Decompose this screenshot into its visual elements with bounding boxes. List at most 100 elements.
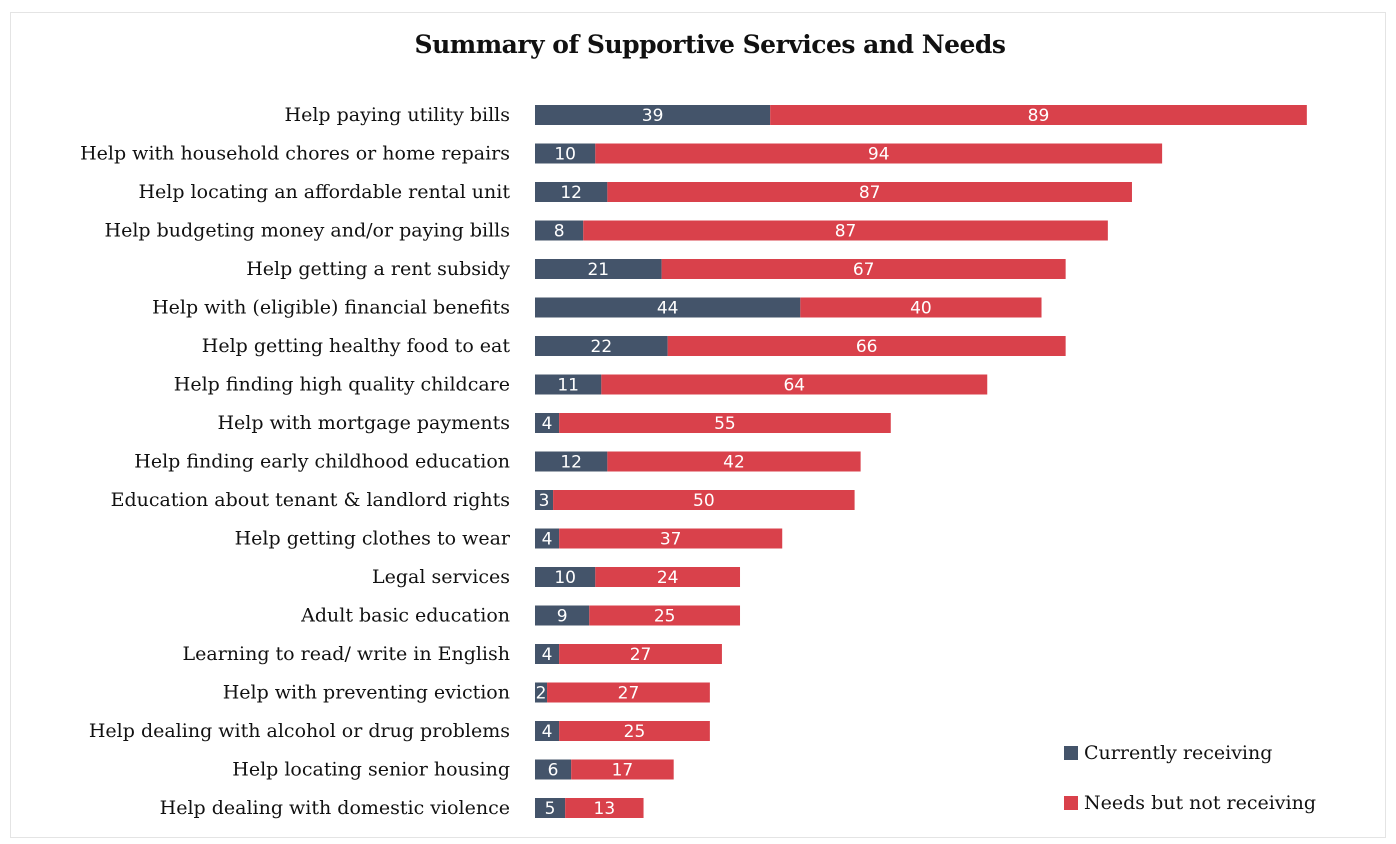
bar-currently-receiving-help-finding-high-quality-childcare bbox=[535, 374, 602, 395]
data-label-needs-but-not-receiving-help-paying-utility-bills: 89 bbox=[1028, 106, 1050, 126]
chart-frame bbox=[10, 12, 1386, 838]
data-label-currently-receiving-learning-to-read-write-in-english: 4 bbox=[542, 645, 553, 665]
data-label-needs-but-not-receiving-help-dealing-with-alcohol-or-drug-problems: 25 bbox=[624, 722, 646, 742]
data-label-currently-receiving-help-locating-senior-housing: 6 bbox=[548, 761, 559, 781]
chart-title: Summary of Supportive Services and Needs bbox=[414, 30, 1006, 59]
legend-label-currently-receiving: Currently receiving bbox=[1084, 742, 1273, 764]
data-label-currently-receiving-help-finding-early-childhood-education: 12 bbox=[560, 453, 582, 473]
data-label-currently-receiving-help-getting-clothes-to-wear: 4 bbox=[542, 530, 553, 550]
bar-needs-but-not-receiving-help-getting-a-rent-subsidy bbox=[661, 259, 1066, 279]
bar-needs-but-not-receiving-help-dealing-with-domestic-violence bbox=[565, 798, 644, 818]
data-label-needs-but-not-receiving-legal-services: 24 bbox=[657, 568, 679, 588]
category-label-help-getting-clothes-to-wear: Help getting clothes to wear bbox=[235, 528, 511, 550]
data-label-needs-but-not-receiving-education-about-tenant-landlord-rights: 50 bbox=[693, 491, 715, 511]
bar-needs-but-not-receiving-help-with-preventing-eviction bbox=[547, 682, 710, 703]
category-label-help-getting-a-rent-subsidy: Help getting a rent subsidy bbox=[246, 258, 510, 280]
category-label-education-about-tenant-landlord-rights: Education about tenant & landlord rights bbox=[111, 489, 510, 511]
data-label-currently-receiving-help-with-household-chores-or-home-repairs: 10 bbox=[554, 145, 576, 165]
bar-needs-but-not-receiving-help-locating-senior-housing bbox=[571, 759, 674, 780]
category-label-help-finding-high-quality-childcare: Help finding high quality childcare bbox=[174, 374, 510, 396]
data-label-needs-but-not-receiving-learning-to-read-write-in-english: 27 bbox=[630, 645, 652, 665]
bar-currently-receiving-adult-basic-education bbox=[535, 605, 590, 626]
data-label-currently-receiving-help-finding-high-quality-childcare: 11 bbox=[557, 376, 579, 396]
bar-needs-but-not-receiving-learning-to-read-write-in-english bbox=[559, 644, 722, 664]
data-label-needs-but-not-receiving-help-finding-high-quality-childcare: 64 bbox=[783, 376, 805, 396]
data-label-needs-but-not-receiving-help-locating-senior-housing: 17 bbox=[612, 761, 634, 781]
bar-needs-but-not-receiving-adult-basic-education bbox=[589, 605, 741, 626]
category-label-legal-services: Legal services bbox=[372, 566, 510, 588]
category-label-help-paying-utility-bills: Help paying utility bills bbox=[285, 104, 511, 126]
category-label-help-budgeting-money-and-or-paying-bills: Help budgeting money and/or paying bills bbox=[105, 220, 511, 242]
bar-currently-receiving-learning-to-read-write-in-english bbox=[535, 644, 560, 664]
category-label-learning-to-read-write-in-english: Learning to read/ write in English bbox=[183, 643, 511, 665]
bar-needs-but-not-receiving-education-about-tenant-landlord-rights bbox=[553, 490, 855, 510]
category-label-adult-basic-education: Adult basic education bbox=[300, 605, 510, 627]
data-label-currently-receiving-adult-basic-education: 9 bbox=[557, 607, 568, 627]
data-label-needs-but-not-receiving-adult-basic-education: 25 bbox=[654, 607, 676, 627]
legend-swatch-needs-not-receiving bbox=[1064, 796, 1078, 810]
bar-needs-but-not-receiving-help-with-eligible-financial-benefits bbox=[800, 297, 1042, 318]
bar-needs-but-not-receiving-help-dealing-with-alcohol-or-drug-problems bbox=[559, 721, 710, 741]
bar-currently-receiving-education-about-tenant-landlord-rights bbox=[535, 490, 554, 510]
legend-item-needs-not-receiving: Needs but not receiving bbox=[1064, 790, 1316, 816]
bar-needs-but-not-receiving-help-budgeting-money-and-or-paying-bills bbox=[583, 220, 1108, 241]
bar-currently-receiving-help-with-household-chores-or-home-repairs bbox=[535, 143, 596, 164]
bar-needs-but-not-receiving-help-finding-early-childhood-education bbox=[607, 451, 861, 472]
category-label-help-finding-early-childhood-education: Help finding early childhood education bbox=[134, 451, 510, 473]
category-label-help-getting-healthy-food-to-eat: Help getting healthy food to eat bbox=[202, 335, 511, 357]
data-label-currently-receiving-legal-services: 10 bbox=[554, 568, 576, 588]
data-label-needs-but-not-receiving-help-with-preventing-eviction: 27 bbox=[618, 684, 640, 704]
bar-currently-receiving-help-getting-a-rent-subsidy bbox=[535, 259, 662, 279]
category-label-help-locating-senior-housing: Help locating senior housing bbox=[232, 759, 510, 781]
data-label-currently-receiving-help-paying-utility-bills: 39 bbox=[642, 106, 664, 126]
bar-currently-receiving-help-finding-early-childhood-education bbox=[535, 451, 608, 472]
bar-currently-receiving-help-with-mortgage-payments bbox=[535, 413, 560, 433]
data-label-currently-receiving-help-budgeting-money-and-or-paying-bills: 8 bbox=[554, 222, 565, 242]
data-label-needs-but-not-receiving-help-with-mortgage-payments: 55 bbox=[714, 414, 736, 434]
category-label-help-with-mortgage-payments: Help with mortgage payments bbox=[217, 412, 510, 434]
data-label-needs-but-not-receiving-help-with-eligible-financial-benefits: 40 bbox=[910, 299, 932, 319]
bar-needs-but-not-receiving-help-getting-healthy-food-to-eat bbox=[667, 336, 1066, 356]
bar-currently-receiving-help-getting-healthy-food-to-eat bbox=[535, 336, 668, 356]
data-label-currently-receiving-help-dealing-with-alcohol-or-drug-problems: 4 bbox=[542, 722, 553, 742]
bar-currently-receiving-help-with-eligible-financial-benefits bbox=[535, 297, 801, 318]
category-label-help-locating-an-affordable-rental-unit: Help locating an affordable rental unit bbox=[138, 181, 510, 203]
bar-currently-receiving-help-with-preventing-eviction bbox=[535, 682, 548, 703]
data-label-needs-but-not-receiving-help-getting-healthy-food-to-eat: 66 bbox=[856, 337, 878, 357]
bar-needs-but-not-receiving-help-finding-high-quality-childcare bbox=[601, 374, 988, 395]
data-label-needs-but-not-receiving-help-finding-early-childhood-education: 42 bbox=[723, 453, 745, 473]
data-label-currently-receiving-help-with-mortgage-payments: 4 bbox=[542, 414, 553, 434]
category-label-help-dealing-with-alcohol-or-drug-problems: Help dealing with alcohol or drug proble… bbox=[89, 720, 510, 742]
data-label-currently-receiving-help-getting-healthy-food-to-eat: 22 bbox=[591, 337, 613, 357]
legend-label-needs-not-receiving: Needs but not receiving bbox=[1084, 792, 1316, 814]
bar-currently-receiving-help-locating-an-affordable-rental-unit bbox=[535, 182, 608, 202]
bar-currently-receiving-help-paying-utility-bills bbox=[535, 105, 771, 125]
bar-needs-but-not-receiving-help-with-household-chores-or-home-repairs bbox=[595, 143, 1163, 164]
data-label-currently-receiving-help-locating-an-affordable-rental-unit: 12 bbox=[560, 183, 582, 203]
bar-needs-but-not-receiving-help-locating-an-affordable-rental-unit bbox=[607, 182, 1132, 202]
data-label-needs-but-not-receiving-help-getting-clothes-to-wear: 37 bbox=[660, 530, 682, 550]
category-label-help-dealing-with-domestic-violence: Help dealing with domestic violence bbox=[160, 797, 510, 819]
data-label-needs-but-not-receiving-help-locating-an-affordable-rental-unit: 87 bbox=[859, 183, 881, 203]
category-label-help-with-preventing-eviction: Help with preventing eviction bbox=[223, 682, 510, 704]
data-label-needs-but-not-receiving-help-dealing-with-domestic-violence: 13 bbox=[594, 799, 616, 819]
bar-currently-receiving-help-getting-clothes-to-wear bbox=[535, 528, 560, 549]
bar-needs-but-not-receiving-help-paying-utility-bills bbox=[770, 105, 1307, 125]
data-label-needs-but-not-receiving-help-budgeting-money-and-or-paying-bills: 87 bbox=[835, 222, 857, 242]
data-label-currently-receiving-help-with-eligible-financial-benefits: 44 bbox=[657, 299, 679, 319]
bar-currently-receiving-help-dealing-with-domestic-violence bbox=[535, 798, 566, 818]
bar-needs-but-not-receiving-legal-services bbox=[595, 567, 741, 587]
legend-swatch-currently-receiving bbox=[1064, 746, 1078, 760]
data-label-needs-but-not-receiving-help-getting-a-rent-subsidy: 67 bbox=[853, 260, 875, 280]
data-label-currently-receiving-help-with-preventing-eviction: 2 bbox=[536, 684, 547, 704]
data-label-needs-but-not-receiving-help-with-household-chores-or-home-repairs: 94 bbox=[868, 145, 890, 165]
bar-currently-receiving-help-locating-senior-housing bbox=[535, 759, 572, 780]
legend-item-currently-receiving: Currently receiving bbox=[1064, 740, 1316, 766]
bar-needs-but-not-receiving-help-with-mortgage-payments bbox=[559, 413, 891, 433]
bar-currently-receiving-help-dealing-with-alcohol-or-drug-problems bbox=[535, 721, 560, 741]
data-label-currently-receiving-help-getting-a-rent-subsidy: 21 bbox=[587, 260, 609, 280]
category-label-help-with-household-chores-or-home-repairs: Help with household chores or home repai… bbox=[80, 143, 510, 165]
bar-needs-but-not-receiving-help-getting-clothes-to-wear bbox=[559, 528, 783, 549]
data-label-currently-receiving-education-about-tenant-landlord-rights: 3 bbox=[539, 491, 550, 511]
